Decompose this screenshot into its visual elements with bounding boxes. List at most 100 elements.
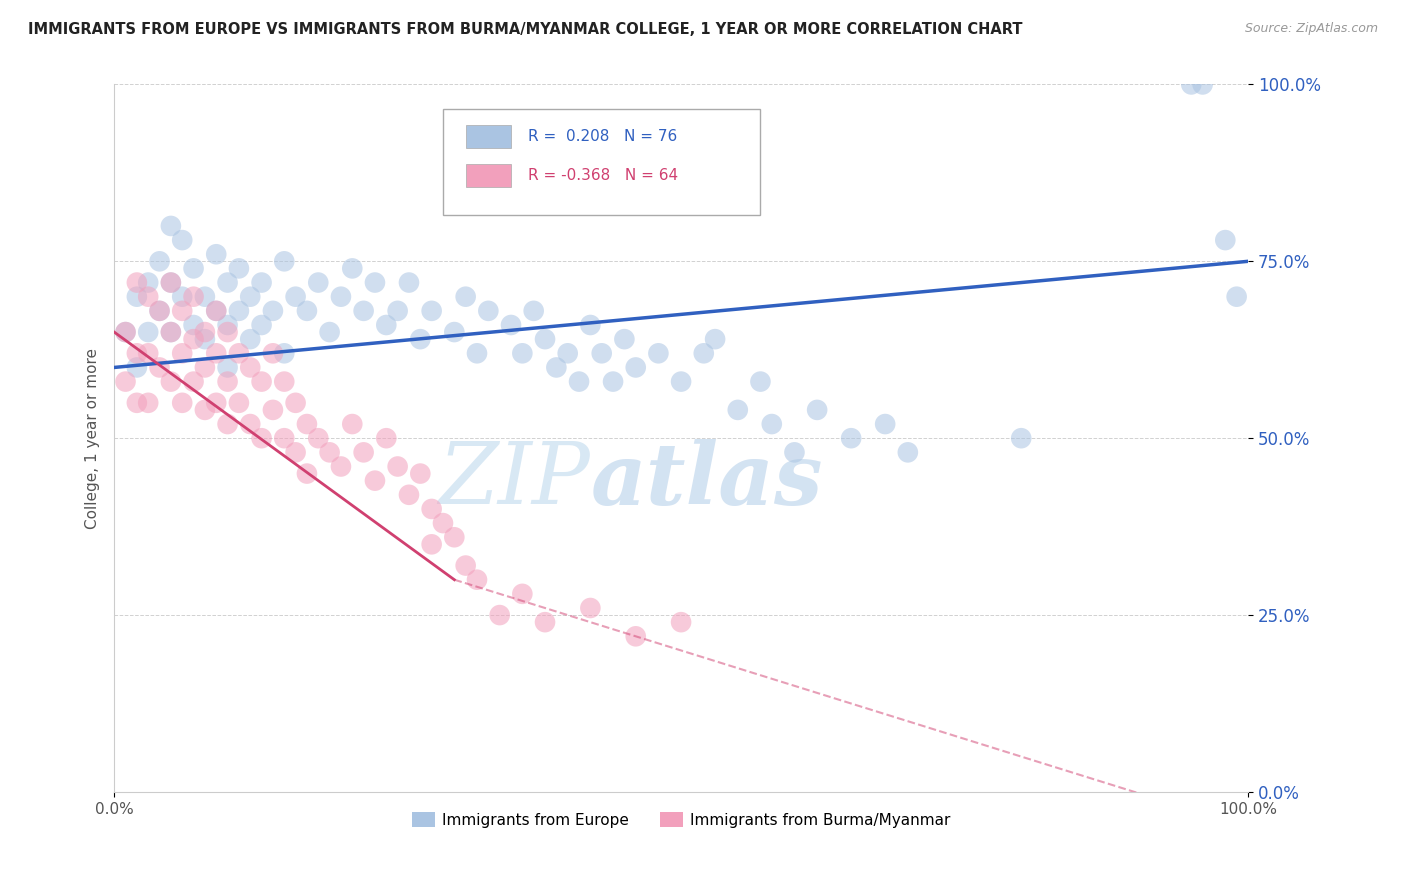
Point	[114, 375, 136, 389]
Point	[273, 375, 295, 389]
Point	[284, 290, 307, 304]
Point	[239, 417, 262, 431]
Point	[228, 303, 250, 318]
Point	[160, 325, 183, 339]
Point	[579, 318, 602, 332]
Point	[398, 488, 420, 502]
Point	[136, 290, 159, 304]
Point	[194, 360, 217, 375]
Point	[284, 445, 307, 459]
Point	[749, 375, 772, 389]
Point	[1010, 431, 1032, 445]
Point	[318, 445, 340, 459]
Point	[250, 375, 273, 389]
Point	[329, 459, 352, 474]
Point	[125, 360, 148, 375]
Point	[387, 459, 409, 474]
Point	[262, 403, 284, 417]
Point	[534, 615, 557, 629]
Point	[477, 303, 499, 318]
Point	[488, 608, 510, 623]
Point	[512, 346, 534, 360]
Point	[624, 629, 647, 643]
Text: R = -0.368   N = 64: R = -0.368 N = 64	[529, 168, 678, 183]
Point	[183, 261, 205, 276]
Point	[546, 360, 568, 375]
Point	[250, 318, 273, 332]
Point	[172, 233, 194, 247]
Text: atlas: atlas	[591, 439, 823, 523]
Point	[761, 417, 783, 431]
Point	[136, 346, 159, 360]
Point	[499, 318, 522, 332]
Point	[228, 261, 250, 276]
Point	[512, 587, 534, 601]
Point	[420, 303, 443, 318]
Text: Source: ZipAtlas.com: Source: ZipAtlas.com	[1244, 22, 1378, 36]
Point	[148, 303, 170, 318]
Point	[183, 290, 205, 304]
Point	[183, 318, 205, 332]
Point	[228, 346, 250, 360]
Point	[114, 325, 136, 339]
Point	[647, 346, 669, 360]
Point	[432, 516, 454, 530]
FancyBboxPatch shape	[465, 126, 510, 148]
Point	[284, 396, 307, 410]
Point	[125, 346, 148, 360]
Point	[523, 303, 546, 318]
Y-axis label: College, 1 year or more: College, 1 year or more	[86, 348, 100, 529]
Point	[205, 396, 228, 410]
Point	[136, 276, 159, 290]
Point	[125, 396, 148, 410]
FancyBboxPatch shape	[465, 164, 510, 187]
Point	[534, 332, 557, 346]
Point	[783, 445, 806, 459]
Text: IMMIGRANTS FROM EUROPE VS IMMIGRANTS FROM BURMA/MYANMAR COLLEGE, 1 YEAR OR MORE : IMMIGRANTS FROM EUROPE VS IMMIGRANTS FRO…	[28, 22, 1022, 37]
Point	[839, 431, 862, 445]
Text: ZIP: ZIP	[439, 440, 591, 522]
Point	[557, 346, 579, 360]
Point	[704, 332, 727, 346]
Point	[1213, 233, 1236, 247]
Point	[273, 254, 295, 268]
Point	[239, 290, 262, 304]
Point	[727, 403, 749, 417]
Point	[624, 360, 647, 375]
Point	[172, 303, 194, 318]
Point	[148, 303, 170, 318]
Point	[262, 303, 284, 318]
Point	[194, 332, 217, 346]
Point	[443, 530, 465, 544]
Point	[669, 615, 692, 629]
Point	[205, 346, 228, 360]
Point	[125, 276, 148, 290]
Point	[114, 325, 136, 339]
Point	[136, 325, 159, 339]
Point	[217, 325, 239, 339]
Point	[443, 325, 465, 339]
Point	[239, 360, 262, 375]
Point	[1226, 290, 1249, 304]
Point	[160, 375, 183, 389]
Point	[273, 346, 295, 360]
Point	[364, 474, 387, 488]
Point	[194, 290, 217, 304]
Point	[669, 375, 692, 389]
Point	[136, 396, 159, 410]
Point	[307, 276, 329, 290]
Point	[409, 332, 432, 346]
FancyBboxPatch shape	[443, 109, 761, 215]
Point	[125, 290, 148, 304]
Point	[183, 375, 205, 389]
Point	[318, 325, 340, 339]
Point	[398, 276, 420, 290]
Point	[295, 417, 318, 431]
Point	[148, 360, 170, 375]
Point	[329, 290, 352, 304]
Point	[897, 445, 920, 459]
Point	[387, 303, 409, 318]
Point	[217, 375, 239, 389]
Point	[160, 219, 183, 233]
Point	[205, 303, 228, 318]
